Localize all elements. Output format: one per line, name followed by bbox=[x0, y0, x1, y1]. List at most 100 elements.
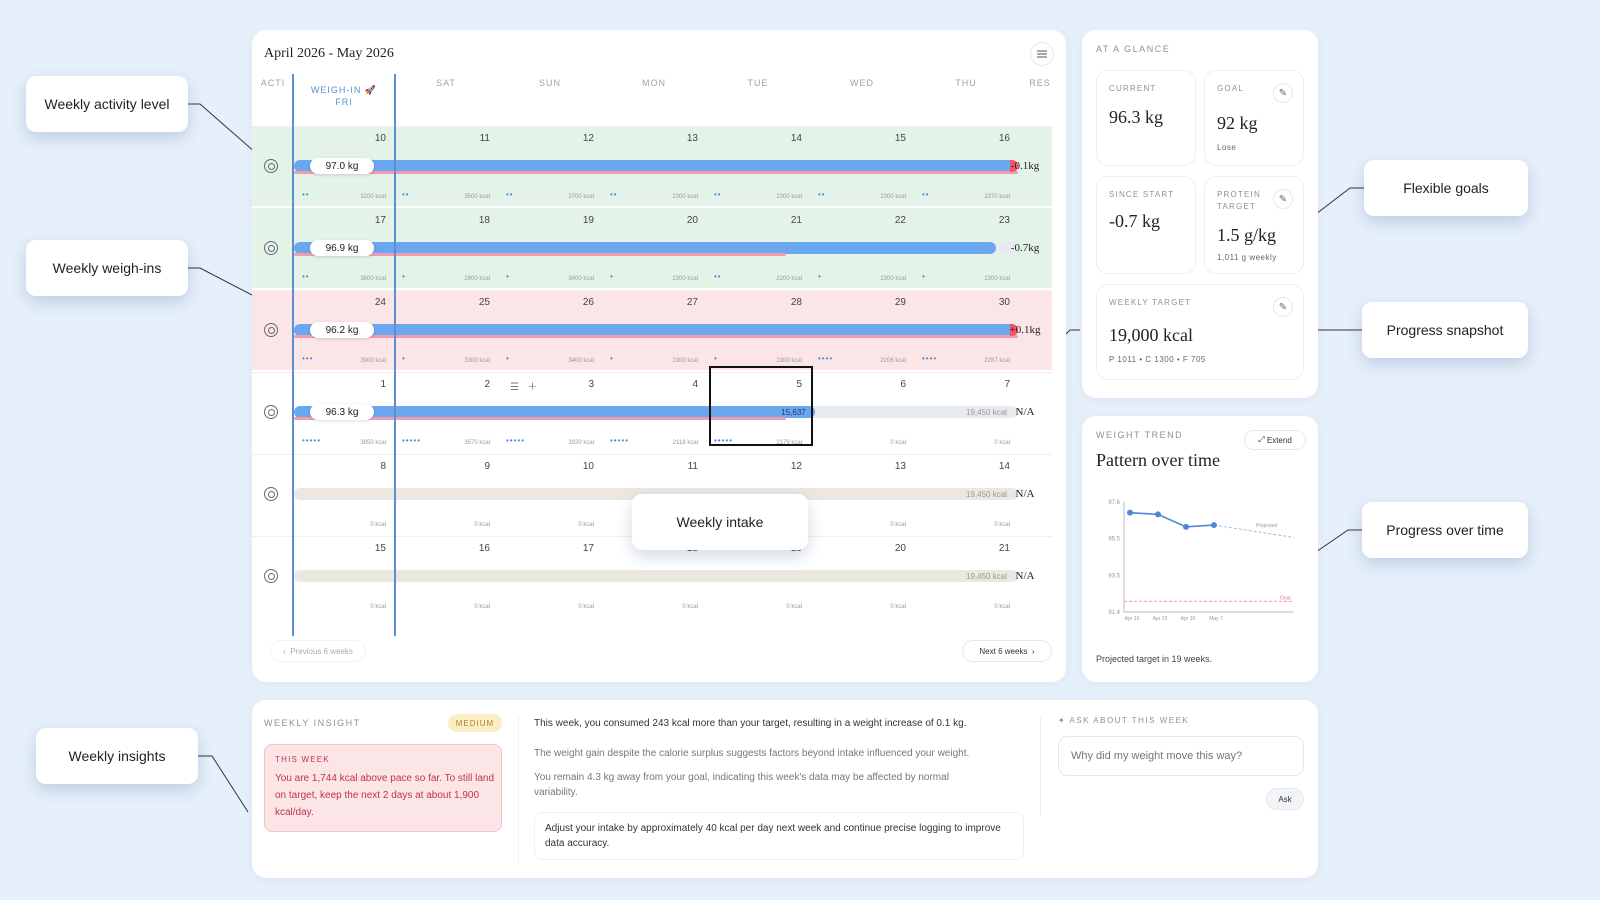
list-icon[interactable]: ☰ bbox=[510, 382, 519, 393]
extend-button[interactable]: ⤢ Extend bbox=[1244, 430, 1306, 450]
day-number[interactable]: 11 bbox=[687, 461, 698, 472]
header-day: WED bbox=[850, 78, 874, 88]
x-tick-label: May 7 bbox=[1209, 616, 1223, 622]
weight-point bbox=[1183, 523, 1189, 530]
day-kcal: 2300 kcal bbox=[880, 276, 906, 282]
day-number[interactable]: 14 bbox=[998, 461, 1010, 472]
day-number[interactable]: 3 bbox=[588, 379, 594, 390]
next-weeks-button[interactable]: Next 6 weeks › bbox=[962, 640, 1052, 662]
meal-dots: ••••• bbox=[610, 436, 630, 445]
day-number[interactable]: 17 bbox=[582, 543, 594, 554]
current-label: CURRENT bbox=[1109, 84, 1157, 93]
header-day: SUN bbox=[538, 78, 561, 88]
plus-icon[interactable]: ＋ bbox=[527, 382, 538, 393]
day-number[interactable]: 27 bbox=[686, 297, 698, 308]
day-number[interactable]: 23 bbox=[998, 215, 1010, 226]
day-kcal: 0 kcal bbox=[578, 604, 594, 610]
intake-bar[interactable] bbox=[294, 324, 1018, 336]
day-number[interactable]: 28 bbox=[790, 297, 802, 308]
insight-panel: WEEKLY INSIGHT MEDIUM THIS WEEK You are … bbox=[252, 700, 1318, 878]
day-number[interactable]: 7 bbox=[1004, 379, 1010, 390]
list-icon[interactable] bbox=[1030, 42, 1054, 66]
meal-dots: •• bbox=[818, 190, 826, 199]
meal-dots: • bbox=[818, 272, 822, 281]
projected-line bbox=[1213, 524, 1295, 538]
day-number[interactable]: 22 bbox=[894, 215, 906, 226]
day-number[interactable]: 20 bbox=[686, 215, 698, 226]
edit-protein-icon[interactable]: ✎ bbox=[1273, 189, 1293, 209]
day-number[interactable]: 11 bbox=[479, 133, 490, 144]
day-number[interactable]: 9 bbox=[484, 461, 490, 472]
weigh-in-pill[interactable]: 97.0 kg bbox=[310, 158, 374, 174]
day-number[interactable]: 13 bbox=[686, 133, 698, 144]
day-number[interactable]: 16 bbox=[998, 133, 1010, 144]
meal-dots: • bbox=[402, 354, 406, 363]
week-result: N/A bbox=[1015, 570, 1035, 582]
intake-bar[interactable] bbox=[294, 160, 1018, 172]
activity-icon[interactable] bbox=[264, 323, 278, 337]
day-number[interactable]: 26 bbox=[582, 297, 594, 308]
day-number[interactable]: 21 bbox=[998, 543, 1010, 554]
this-week-label: THIS WEEK bbox=[275, 755, 330, 764]
day-number[interactable]: 5 bbox=[796, 379, 802, 390]
day-number[interactable]: 19 bbox=[582, 215, 594, 226]
activity-icon[interactable] bbox=[264, 241, 278, 255]
weigh-in-pill[interactable]: 96.9 kg bbox=[310, 240, 374, 256]
activity-icon[interactable] bbox=[264, 405, 278, 419]
day-number[interactable]: 10 bbox=[374, 133, 386, 144]
weight-point bbox=[1127, 509, 1133, 516]
day-number[interactable]: 15 bbox=[374, 543, 386, 554]
day-number[interactable]: 8 bbox=[380, 461, 386, 472]
weighin-column-line-left bbox=[292, 74, 294, 636]
activity-icon[interactable] bbox=[264, 159, 278, 173]
activity-icon[interactable] bbox=[264, 487, 278, 501]
meal-dots: •• bbox=[302, 190, 310, 199]
day-kcal: 2118 kcal bbox=[672, 440, 698, 446]
ask-button-label: Ask bbox=[1278, 794, 1292, 804]
callout-intake: Weekly intake bbox=[632, 494, 808, 550]
day-number[interactable]: 4 bbox=[692, 379, 698, 390]
day-number[interactable]: 2 bbox=[484, 379, 490, 390]
day-number[interactable]: 17 bbox=[374, 215, 386, 226]
day-number[interactable]: 16 bbox=[478, 543, 490, 554]
ask-button[interactable]: Ask bbox=[1266, 788, 1304, 810]
y-tick-label: 93.5 bbox=[1108, 573, 1120, 579]
weigh-in-pill[interactable]: 96.2 kg bbox=[310, 322, 374, 338]
edit-goal-icon[interactable]: ✎ bbox=[1273, 83, 1293, 103]
sparkle-icon: ✦ bbox=[1058, 716, 1070, 725]
day-kcal: 2206 kcal bbox=[880, 358, 906, 364]
day-number[interactable]: 21 bbox=[790, 215, 802, 226]
day-number[interactable]: 1 bbox=[380, 379, 386, 390]
day-number[interactable]: 25 bbox=[478, 297, 490, 308]
day-number[interactable]: 6 bbox=[900, 379, 906, 390]
target-pace-line bbox=[294, 335, 1018, 338]
day-number[interactable]: 24 bbox=[374, 297, 386, 308]
edit-weekly-target-icon[interactable]: ✎ bbox=[1273, 297, 1293, 317]
day-number[interactable]: 15 bbox=[894, 133, 906, 144]
header-day: THU bbox=[955, 78, 977, 88]
day-number[interactable]: 20 bbox=[894, 543, 906, 554]
intake-bar[interactable] bbox=[294, 242, 997, 254]
day-kcal: 3850 kcal bbox=[360, 440, 386, 446]
day-kcal: 0 kcal bbox=[890, 604, 906, 610]
ask-input[interactable] bbox=[1058, 736, 1304, 776]
protein-value: 1.5 g/kg bbox=[1217, 225, 1277, 245]
day-number[interactable]: 18 bbox=[478, 215, 490, 226]
weight-trend-panel: WEIGHT TREND ⤢ Extend Pattern over time … bbox=[1082, 416, 1318, 682]
target-pace-line bbox=[294, 417, 787, 420]
day-number[interactable]: 30 bbox=[998, 297, 1010, 308]
activity-icon[interactable] bbox=[264, 569, 278, 583]
previous-weeks-button[interactable]: ‹ Previous 6 weeks bbox=[270, 640, 366, 662]
day-number[interactable]: 14 bbox=[790, 133, 802, 144]
glance-panel: AT A GLANCE CURRENT 96.3 kg GOAL ✎ 92 kg… bbox=[1082, 30, 1318, 398]
weigh-in-pill[interactable]: 96.3 kg bbox=[310, 404, 374, 420]
day-number[interactable]: 13 bbox=[894, 461, 906, 472]
day-kcal: 2800 kcal bbox=[464, 276, 490, 282]
day-kcal: 2300 kcal bbox=[672, 358, 698, 364]
intake-bar[interactable] bbox=[294, 406, 816, 418]
day-number[interactable]: 12 bbox=[582, 133, 594, 144]
day-number[interactable]: 12 bbox=[790, 461, 802, 472]
day-number[interactable]: 29 bbox=[894, 297, 906, 308]
protein-card: PROTEIN TARGET ✎ 1.5 g/kg 1,011 g weekly bbox=[1204, 176, 1304, 274]
day-number[interactable]: 10 bbox=[582, 461, 594, 472]
